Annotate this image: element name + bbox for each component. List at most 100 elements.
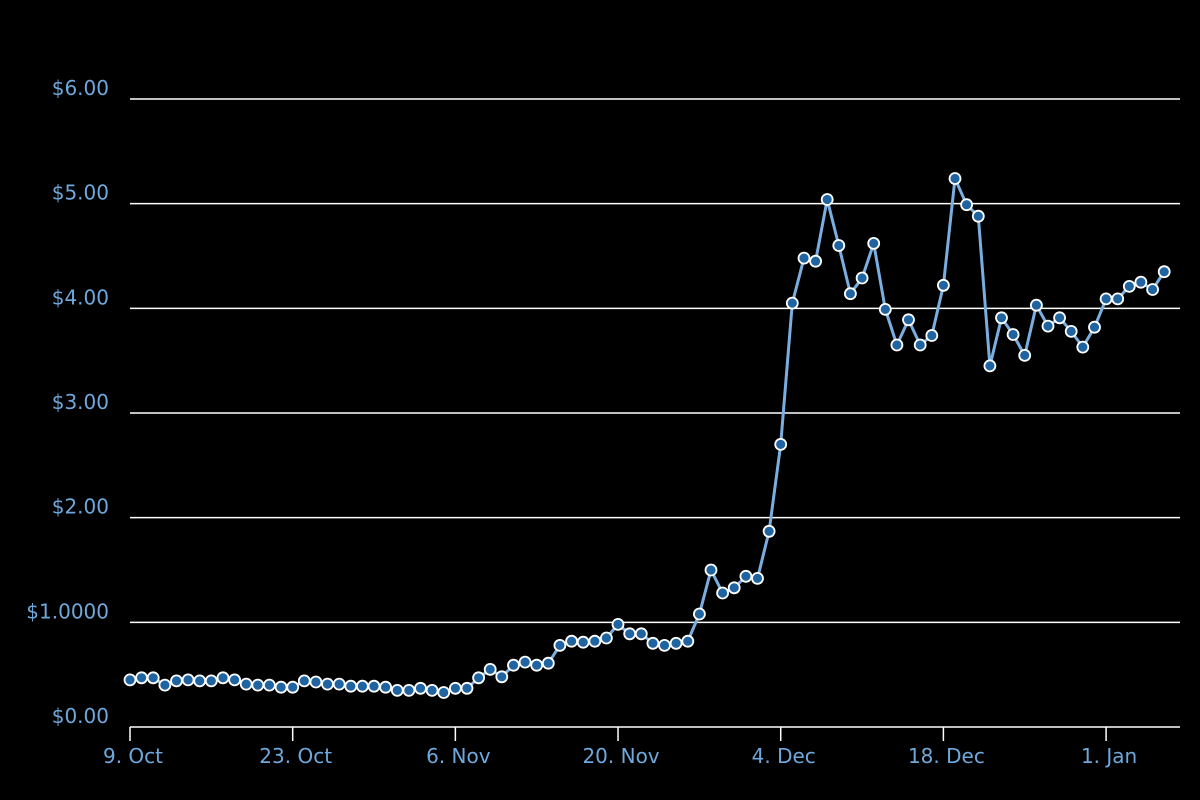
y-tick-label-3: $3.00: [52, 390, 109, 414]
data-point: [1122, 279, 1136, 293]
grid-lines: [130, 98, 1180, 624]
data-point: [913, 338, 927, 352]
x-axis-labels: 9. Oct 23. Oct 6. Nov 20. Nov 4. Dec 18. Dec 1…: [103, 744, 1137, 768]
data-point: [902, 313, 915, 327]
data-point: [855, 271, 869, 285]
data-point: [274, 680, 288, 694]
data-point: [576, 635, 590, 649]
data-point: [937, 278, 950, 292]
data-point: [414, 681, 427, 695]
data-point: [716, 586, 729, 600]
data-point: [1041, 319, 1055, 333]
data-point: [204, 674, 218, 688]
data-point: [239, 677, 253, 691]
data-point: [286, 680, 300, 694]
data-point: [1076, 340, 1090, 354]
data-point: [658, 639, 671, 652]
data-point: [1006, 328, 1020, 341]
data-point: [251, 678, 265, 692]
x-tick-label-2: 6. Nov: [426, 744, 491, 768]
data-point: [135, 671, 149, 685]
data-point: [634, 627, 648, 641]
data-point: [193, 674, 207, 688]
data-point: [1030, 298, 1043, 312]
data-point: [820, 193, 834, 206]
x-tick-label-4: 4. Dec: [752, 744, 816, 768]
data-point: [739, 569, 753, 583]
data-point: [507, 658, 520, 672]
x-tick-label-6: 1. Jan: [1081, 744, 1137, 768]
x-tick-label-1: 23. Oct: [259, 744, 332, 768]
x-tick-label-0: 9. Oct: [103, 744, 163, 768]
data-point: [611, 618, 625, 631]
data-point: [460, 681, 474, 695]
data-point: [844, 287, 857, 301]
data-point: [797, 251, 811, 265]
data-point: [425, 684, 439, 697]
data-point: [379, 680, 393, 694]
data-point: [751, 572, 764, 585]
data-point: [1053, 311, 1066, 325]
data-point: [355, 679, 369, 693]
y-tick-label-0: $0.00: [52, 704, 109, 728]
data-point: [681, 634, 695, 648]
data-point: [971, 209, 985, 223]
data-point: [565, 634, 578, 648]
data-point: [995, 311, 1008, 325]
data-point: [1064, 324, 1078, 338]
data-point: [541, 656, 555, 670]
data-point: [402, 684, 416, 697]
data-point: [228, 673, 242, 687]
data-point: [390, 684, 404, 697]
series-price: [128, 177, 1166, 694]
data-point: [495, 670, 509, 684]
data-point: [158, 678, 172, 692]
data-point: [332, 677, 346, 691]
data-point: [948, 172, 962, 185]
data-point: [960, 198, 973, 212]
data-point: [669, 636, 683, 650]
data-point: [553, 639, 567, 652]
data-point: [437, 686, 451, 699]
data-point: [1157, 265, 1171, 279]
data-point: [146, 671, 160, 685]
y-tick-label-4: $4.00: [52, 285, 109, 309]
data-point: [983, 359, 997, 373]
data-point: [1088, 320, 1101, 334]
data-point: [878, 302, 892, 316]
data-point: [1018, 348, 1032, 362]
data-point: [588, 634, 602, 648]
data-point: [1111, 292, 1125, 306]
data-point: [297, 674, 311, 688]
data-point: [600, 631, 613, 645]
data-point: [832, 239, 846, 252]
data-point: [762, 524, 776, 538]
data-point: [181, 673, 195, 687]
data-point: [530, 658, 544, 672]
y-tick-label-2: $2.00: [52, 495, 109, 519]
data-point: [518, 655, 532, 669]
data-point: [785, 296, 799, 310]
data-point: [646, 636, 660, 650]
data-point: [890, 338, 904, 352]
data-point: [1099, 292, 1113, 306]
data-point: [809, 254, 822, 268]
y-tick-label-6: $6.00: [52, 76, 109, 100]
data-point: [1134, 275, 1148, 289]
y-tick-label-1: $1.0000: [26, 599, 109, 623]
data-point: [367, 679, 381, 693]
data-point: [344, 679, 358, 693]
series-markers: [123, 172, 1171, 699]
data-point: [309, 675, 323, 689]
data-point: [321, 677, 334, 691]
data-point: [170, 674, 183, 688]
data-point: [123, 673, 137, 687]
data-point: [727, 581, 741, 595]
data-point: [867, 236, 881, 250]
x-tick-label-5: 18. Dec: [908, 744, 985, 768]
data-point: [623, 627, 637, 641]
data-point: [216, 671, 230, 685]
data-point: [1146, 283, 1159, 296]
